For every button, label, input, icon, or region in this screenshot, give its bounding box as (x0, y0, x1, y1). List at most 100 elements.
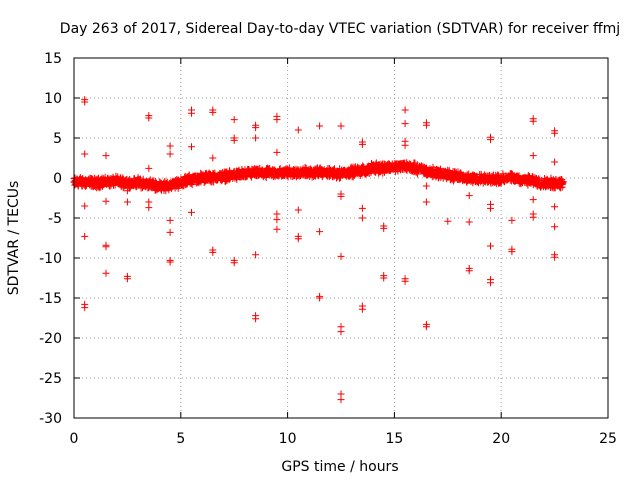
x-tick-label: 20 (492, 431, 510, 447)
outlier-point (337, 192, 345, 200)
outlier-point (401, 141, 409, 149)
outlier-point (252, 124, 260, 132)
y-tick-label: -20 (39, 331, 62, 347)
outlier-point (337, 252, 345, 260)
y-tick-label: 10 (44, 91, 62, 107)
outlier-point (529, 152, 537, 160)
outlier-point (551, 203, 559, 211)
outlier-point (209, 248, 217, 256)
outlier-point (508, 216, 516, 224)
outlier-point (358, 214, 366, 222)
outlier-point (529, 196, 537, 204)
outlier-point (209, 108, 217, 116)
outlier-point (422, 182, 430, 190)
outlier-point (166, 216, 174, 224)
outlier-point (188, 208, 195, 216)
outlier-point (401, 120, 409, 128)
outlier-point (487, 136, 494, 144)
outlier-point (145, 164, 153, 172)
outlier-point (81, 150, 89, 158)
baseline-point (349, 173, 357, 181)
outlier-point (358, 305, 366, 313)
x-tick-label: 25 (599, 431, 617, 447)
outlier-point (422, 198, 430, 206)
outlier-point (145, 204, 153, 212)
outlier-point (444, 217, 452, 225)
y-tick-label: -5 (48, 211, 62, 227)
outlier-point (551, 223, 559, 231)
outlier-point (230, 136, 238, 144)
outlier-point (422, 323, 430, 331)
y-tick-label: -15 (39, 291, 62, 307)
outlier-point (209, 154, 217, 162)
outlier-point (102, 243, 110, 251)
outlier-point (551, 129, 559, 137)
outlier-point (166, 258, 174, 266)
outlier-point (358, 204, 366, 212)
outlier-point (316, 228, 324, 236)
outlier-point (273, 116, 281, 124)
outlier-point (380, 224, 388, 232)
outlier-point (166, 150, 174, 158)
outlier-point (316, 294, 324, 302)
outlier-point (252, 134, 260, 142)
gridlines (74, 58, 608, 418)
data-points (70, 96, 567, 404)
outlier-point (465, 192, 473, 200)
outlier-point (273, 216, 281, 224)
y-tick-label: -25 (39, 371, 62, 387)
outlier-point (188, 109, 195, 117)
y-tick-labels: -30 -25 -20 -15 -10 -5 0 5 10 15 (39, 51, 62, 427)
outlier-point (252, 251, 260, 259)
outlier-point (422, 121, 430, 129)
outlier-point (166, 142, 174, 150)
outlier-point (230, 116, 238, 124)
outlier-point (337, 396, 345, 404)
outlier-point (81, 202, 89, 210)
outlier-point (123, 187, 131, 195)
outlier-point (316, 122, 324, 130)
x-tick-label: 10 (279, 431, 297, 447)
outlier-point (230, 259, 238, 267)
outlier-point (273, 225, 281, 233)
x-tick-label: 0 (70, 431, 79, 447)
outlier-point (273, 148, 281, 156)
outlier-point (81, 98, 89, 106)
outlier-point (529, 117, 537, 125)
outlier-point (551, 253, 559, 261)
outlier-point (166, 228, 174, 236)
outlier-point (294, 206, 302, 214)
y-tick-label: 0 (53, 171, 62, 187)
x-tick-labels: 0 5 10 15 20 25 (70, 431, 617, 447)
outlier-point (401, 106, 409, 114)
y-tick-label: 5 (53, 131, 62, 147)
outlier-point (401, 277, 409, 285)
outlier-point (508, 248, 516, 256)
outlier-point (188, 143, 195, 151)
baseline-point (354, 163, 362, 171)
outlier-point (487, 279, 494, 287)
outlier-point (294, 235, 302, 243)
outlier-point (102, 269, 110, 277)
outlier-point (102, 197, 110, 205)
y-tick-label: -10 (39, 251, 62, 267)
outlier-point (145, 114, 153, 122)
outlier-point (81, 232, 89, 240)
outlier-point (252, 315, 260, 323)
y-axis-label: SDTVAR / TECUs (6, 181, 22, 296)
outlier-point (337, 328, 345, 336)
outlier-point (294, 126, 302, 134)
outlier-point (465, 218, 473, 226)
x-tick-label: 15 (385, 431, 403, 447)
outlier-point (102, 152, 110, 160)
baseline-point (559, 178, 567, 186)
outlier-point (529, 213, 537, 221)
outlier-point (487, 242, 494, 250)
outlier-point (123, 198, 131, 206)
outlier-point (551, 158, 559, 166)
x-axis-label: GPS time / hours (281, 459, 398, 475)
chart-title: Day 263 of 2017, Sidereal Day-to-day VTE… (60, 21, 620, 37)
y-tick-label: -30 (39, 411, 62, 427)
